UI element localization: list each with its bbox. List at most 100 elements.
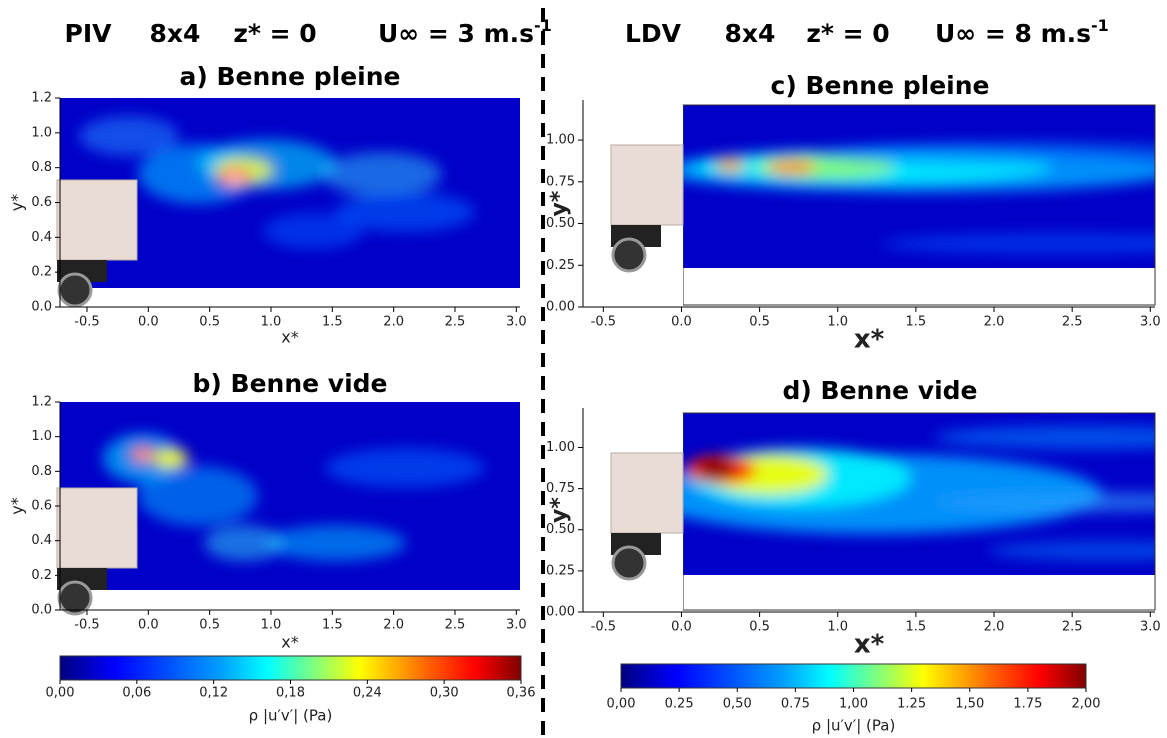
- colorbar-label: ρ |u′v′| (Pa): [249, 707, 333, 725]
- colorbar-tick-label: 1.75: [1013, 697, 1042, 712]
- x-tick-label: 2.5: [1062, 315, 1083, 330]
- field-blob: [263, 213, 363, 249]
- y-tick-label: 0.6: [31, 195, 52, 210]
- field-blob: [137, 453, 148, 460]
- x-tick-label: 3.0: [1140, 620, 1161, 635]
- field-blob: [934, 492, 1155, 513]
- truck: [610, 105, 684, 307]
- x-axis-label: x*: [281, 633, 298, 652]
- x-tick-label: 2.0: [383, 315, 404, 330]
- colorbar-tick-label: 0,00: [607, 697, 636, 712]
- truck-wheel: [57, 580, 93, 616]
- header-method: PIV: [65, 19, 113, 48]
- x-tick-label: -0.5: [591, 620, 616, 635]
- x-tick-label: -0.5: [74, 618, 99, 633]
- x-tick-label: 0.0: [671, 620, 692, 635]
- heatmap-field: [683, 425, 1155, 561]
- y-tick-label: 0.2: [31, 568, 52, 583]
- field-blob: [152, 448, 189, 469]
- x-tick-label: 1.0: [827, 620, 848, 635]
- header-speed: U∞ = 3 m.s-1: [378, 16, 552, 49]
- heatmap-field: [683, 141, 1155, 254]
- x-tick-label: 2.0: [383, 618, 404, 633]
- x-axis-label: x*: [854, 325, 885, 355]
- colorbar-tick-label: 1,00: [839, 697, 868, 712]
- x-tick-label: 3.0: [1140, 315, 1161, 330]
- y-tick-label: 0.75: [546, 481, 575, 496]
- y-tick-label: 0.25: [546, 563, 575, 578]
- x-tick-label: 1.5: [322, 618, 343, 633]
- x-tick-label: 2.0: [984, 315, 1005, 330]
- y-tick-label: 1.0: [31, 125, 52, 140]
- colorbar-tick-label: 1,50: [955, 697, 984, 712]
- truck-body: [56, 179, 138, 261]
- x-tick-label: 1.0: [261, 618, 282, 633]
- header-method: LDV: [625, 19, 682, 48]
- colorbar: [620, 663, 1087, 689]
- header-z: z* = 0: [233, 19, 316, 48]
- y-tick-label: 0.4: [31, 533, 52, 548]
- y-tick-label: 1.2: [31, 395, 52, 410]
- truck-wheel: [611, 545, 647, 581]
- colorbar-tick-label: 0,36: [507, 686, 536, 701]
- header-model: 8x4: [150, 19, 201, 48]
- y-axis-label: y*: [547, 190, 572, 216]
- x-tick-label: 1.5: [322, 315, 343, 330]
- x-tick-label: 2.5: [445, 618, 466, 633]
- x-tick-label: 2.5: [445, 315, 466, 330]
- y-tick-label: 1.00: [546, 133, 575, 148]
- field-blob: [226, 175, 243, 184]
- chart-title: c) Benne pleine: [771, 71, 990, 100]
- heatmap: [683, 413, 1155, 575]
- x-tick-label: 0.5: [199, 618, 220, 633]
- chart-title: d) Benne vide: [782, 376, 977, 405]
- x-tick-label: 0.5: [749, 315, 770, 330]
- speed-exponent: -1: [1091, 16, 1109, 35]
- x-tick-label: 1.0: [261, 315, 282, 330]
- x-tick-label: 1.5: [906, 315, 927, 330]
- field-blob: [987, 540, 1155, 561]
- y-tick-label: 1.2: [31, 91, 52, 106]
- y-tick-label: 0.00: [546, 605, 575, 620]
- field-blob: [325, 447, 485, 488]
- x-tick-label: 1.5: [906, 620, 927, 635]
- heatmap-field: [79, 116, 475, 249]
- truck: [56, 179, 138, 308]
- heatmap: [683, 105, 1155, 268]
- y-tick-label: 0.4: [31, 230, 52, 245]
- colorbar-tick-label: 1.25: [897, 697, 926, 712]
- field-blob: [204, 525, 284, 561]
- y-tick-label: 0.8: [31, 464, 52, 479]
- x-tick-label: -0.5: [74, 315, 99, 330]
- y-tick-label: 0.2: [31, 265, 52, 280]
- truck-wheel: [57, 272, 93, 308]
- field-blob: [322, 152, 442, 196]
- y-tick-label: 0.0: [31, 603, 52, 618]
- field-blob: [880, 233, 1155, 254]
- y-tick-label: 1.0: [31, 429, 52, 444]
- x-tick-label: 0.5: [749, 620, 770, 635]
- header-speed: U∞ = 8 m.s-1: [935, 16, 1109, 49]
- x-tick-label: 3.0: [506, 618, 527, 633]
- x-axis-label: x*: [281, 328, 298, 347]
- colorbar-tick-label: 0,24: [353, 686, 382, 701]
- truck: [56, 487, 138, 616]
- x-tick-label: 1.0: [827, 315, 848, 330]
- y-tick-label: 0.75: [546, 174, 575, 189]
- header-z: z* = 0: [806, 19, 889, 48]
- header-model: 8x4: [725, 19, 776, 48]
- colorbar-tick-label: 0.75: [781, 697, 810, 712]
- x-tick-label: 0.5: [199, 315, 220, 330]
- y-tick-label: 0.00: [546, 300, 575, 315]
- x-tick-label: 3.0: [506, 315, 527, 330]
- colorbar-tick-label: 0,12: [199, 686, 228, 701]
- chart-title: a) Benne pleine: [179, 62, 400, 91]
- speed: U∞ = 3 m.s: [378, 19, 534, 48]
- y-axis-label: y*: [547, 497, 572, 523]
- y-tick-label: 0.6: [31, 499, 52, 514]
- x-tick-label: 2.0: [984, 620, 1005, 635]
- x-tick-label: 0.0: [671, 315, 692, 330]
- x-tick-label: 0.0: [138, 315, 159, 330]
- y-tick-label: 0.25: [546, 258, 575, 273]
